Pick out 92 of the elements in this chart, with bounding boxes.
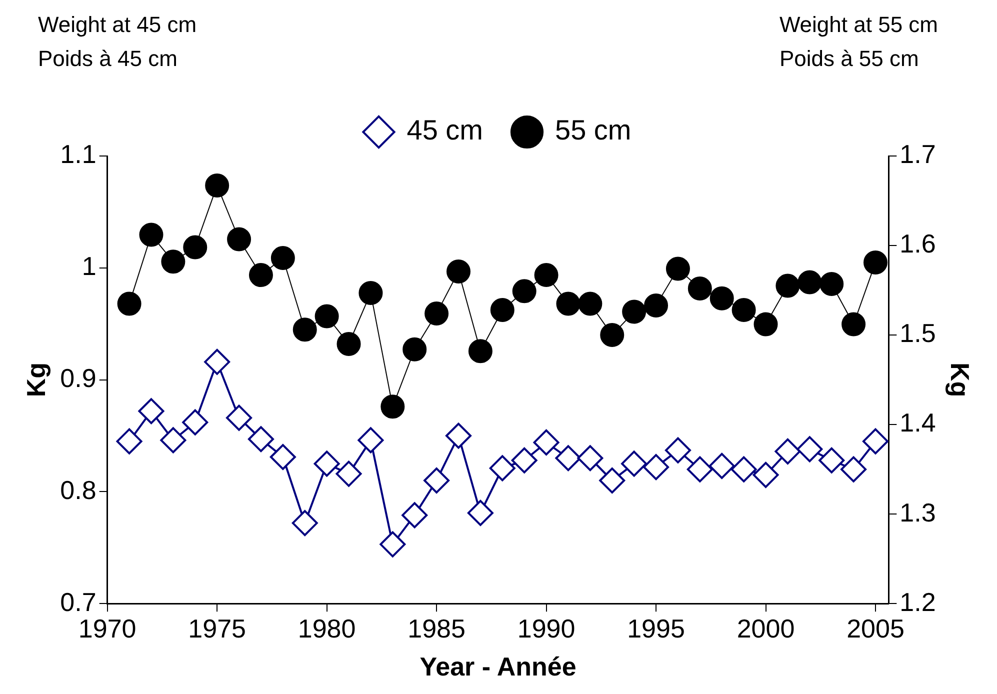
- y-axis-title: Kg: [20, 362, 51, 398]
- point: [600, 323, 624, 348]
- point: [577, 445, 604, 472]
- point: [754, 312, 778, 336]
- point: [248, 426, 274, 452]
- point: [205, 174, 230, 198]
- point: [380, 531, 406, 558]
- point: [292, 318, 317, 342]
- point: [776, 274, 800, 298]
- point: [688, 276, 712, 300]
- point: [686, 456, 713, 482]
- legend-label: 55 cm: [555, 114, 632, 146]
- point: [358, 280, 383, 305]
- y-tick-label: 1: [82, 251, 96, 282]
- y2-tick-label: 1.6: [900, 228, 936, 259]
- point: [248, 263, 273, 288]
- point: [314, 304, 339, 328]
- point: [796, 436, 823, 462]
- point: [710, 286, 734, 310]
- point: [820, 272, 844, 296]
- point: [314, 450, 340, 477]
- point: [446, 259, 470, 284]
- point: [424, 302, 449, 326]
- point: [818, 447, 845, 474]
- point: [402, 337, 427, 362]
- y2-tick-label: 1.3: [900, 497, 936, 528]
- point: [863, 250, 888, 275]
- point: [840, 456, 867, 482]
- point: [622, 300, 646, 324]
- y2-tick-label: 1.7: [900, 139, 936, 170]
- y2-tick-label: 1.5: [900, 318, 936, 348]
- x-tick-label: 1980: [298, 613, 356, 644]
- point: [599, 468, 626, 494]
- point: [270, 246, 295, 270]
- point: [774, 438, 801, 464]
- point: [139, 222, 164, 247]
- point: [336, 332, 361, 356]
- x-tick-label: 1995: [627, 613, 685, 644]
- x-axis-title: Year - Année: [420, 652, 576, 682]
- point: [555, 445, 582, 472]
- y-tick-label: 0.9: [60, 362, 96, 393]
- point: [445, 422, 472, 449]
- point: [643, 454, 670, 480]
- point: [467, 500, 494, 526]
- point: [666, 256, 690, 281]
- point: [160, 427, 186, 454]
- y2-axis-title: Kg: [945, 362, 976, 398]
- x-tick-label: 1985: [408, 613, 466, 644]
- point: [534, 263, 558, 288]
- legend-label: 45 cm: [406, 114, 483, 146]
- point: [730, 456, 757, 482]
- point: [204, 348, 230, 375]
- point: [490, 298, 514, 322]
- point: [380, 394, 405, 419]
- point: [862, 428, 888, 454]
- text: Weight at 55 cm Poids à 55 cm: [779, 11, 938, 73]
- point: [116, 428, 142, 454]
- point: [424, 468, 450, 494]
- point: [732, 298, 756, 322]
- text: Weight at 45 cm Poids à 45 cm: [38, 11, 197, 73]
- point: [644, 294, 668, 318]
- point: [336, 460, 362, 487]
- y2-tick-label: 1.4: [900, 408, 936, 438]
- point: [556, 292, 580, 316]
- y-tick-label: 0.8: [60, 474, 96, 505]
- point: [512, 279, 536, 304]
- point: [226, 404, 252, 431]
- point: [489, 455, 516, 482]
- point: [227, 227, 252, 252]
- point: [664, 437, 691, 464]
- point: [798, 270, 822, 294]
- point: [161, 250, 186, 274]
- point: [468, 339, 492, 364]
- point: [621, 450, 648, 477]
- point: [511, 447, 538, 474]
- point: [708, 452, 735, 479]
- point: [842, 312, 866, 336]
- point: [358, 427, 384, 454]
- y-tick-label: 1.1: [60, 139, 96, 170]
- point: [138, 398, 164, 424]
- point: [752, 462, 779, 488]
- point: [117, 292, 142, 316]
- point: [533, 429, 560, 456]
- point: [182, 409, 208, 436]
- point: [183, 235, 208, 260]
- point: [292, 510, 318, 536]
- point: [402, 502, 428, 528]
- x-tick-label: 2000: [736, 613, 795, 644]
- point: [270, 444, 296, 470]
- x-tick-label: 1990: [517, 613, 576, 644]
- x-tick-label: 1975: [188, 613, 246, 644]
- point: [578, 292, 602, 316]
